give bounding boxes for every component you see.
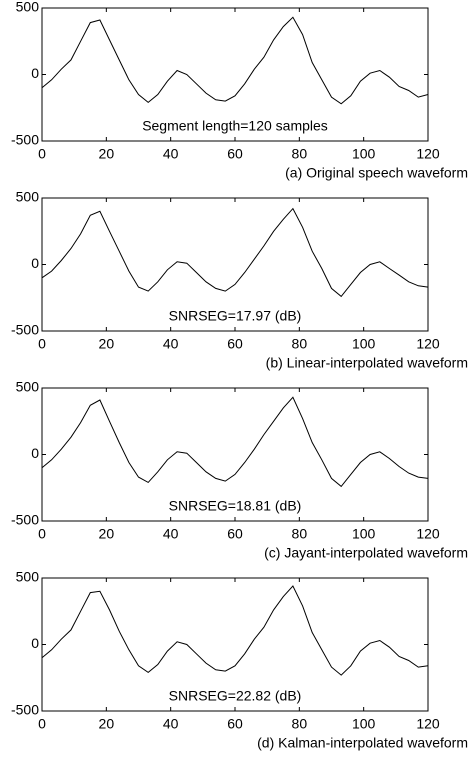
x-tick-label: 40 (163, 336, 179, 352)
waveform (41, 585, 429, 676)
waveform (41, 207, 429, 298)
x-tick-label: 120 (416, 146, 440, 162)
x-tick-label: 80 (292, 336, 308, 352)
y-tick-label: 500 (16, 0, 40, 15)
x-tick-label: 100 (352, 336, 376, 352)
annotation: SNRSEG=22.82 (dB) (169, 688, 302, 704)
x-tick-label: 20 (99, 146, 115, 162)
caption: (d) Kalman-interpolated waveform (257, 735, 468, 751)
y-tick-label: -500 (11, 132, 39, 148)
x-tick-label: 40 (163, 146, 179, 162)
caption: (b) Linear-interpolated waveform (266, 355, 468, 371)
waveform (41, 396, 429, 488)
x-tick-label: 20 (99, 716, 115, 732)
x-tick-label: 80 (292, 716, 308, 732)
x-tick-label: 60 (227, 336, 243, 352)
y-tick-label: 0 (31, 635, 39, 651)
x-tick-label: 80 (292, 146, 308, 162)
x-tick-label: 20 (99, 526, 115, 542)
x-tick-label: 100 (352, 526, 376, 542)
y-tick-label: 0 (31, 255, 39, 271)
y-tick-label: -500 (11, 702, 39, 718)
x-tick-label: 60 (227, 716, 243, 732)
y-tick-label: 0 (31, 65, 39, 81)
x-tick-label: 100 (352, 146, 376, 162)
x-tick-label: 120 (416, 526, 440, 542)
x-tick-label: 40 (163, 716, 179, 732)
x-tick-label: 80 (292, 526, 308, 542)
x-tick-label: 100 (352, 716, 376, 732)
caption: (c) Jayant-interpolated waveform (264, 545, 468, 561)
x-tick-label: 20 (99, 336, 115, 352)
caption: (a) Original speech waveform (285, 165, 468, 181)
y-tick-label: 0 (31, 445, 39, 461)
x-tick-label: 60 (227, 526, 243, 542)
x-tick-label: 0 (38, 336, 46, 352)
annotation: Segment length=120 samples (142, 118, 328, 134)
x-tick-label: 60 (227, 146, 243, 162)
x-tick-label: 120 (416, 336, 440, 352)
waveform (41, 16, 429, 105)
x-tick-label: 0 (38, 716, 46, 732)
y-tick-label: 500 (16, 569, 40, 585)
y-tick-label: -500 (11, 512, 39, 528)
x-tick-label: 40 (163, 526, 179, 542)
y-tick-label: 500 (16, 379, 40, 395)
y-tick-label: -500 (11, 322, 39, 338)
y-tick-label: 500 (16, 189, 40, 205)
annotation: SNRSEG=18.81 (dB) (169, 498, 302, 514)
x-tick-label: 0 (38, 526, 46, 542)
x-tick-label: 0 (38, 146, 46, 162)
annotation: SNRSEG=17.97 (dB) (169, 308, 302, 324)
x-tick-label: 120 (416, 716, 440, 732)
